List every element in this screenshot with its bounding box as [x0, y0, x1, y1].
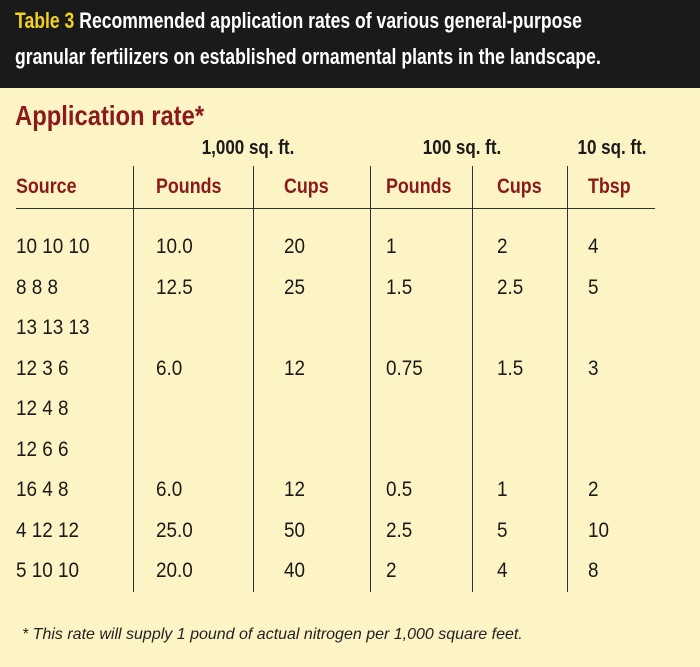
table-cell: 6.0	[156, 356, 183, 380]
table-cell: 3	[588, 356, 599, 380]
table-cell: 20	[284, 235, 306, 258]
table-cell: 1	[497, 478, 508, 501]
table-cell: 1.5	[497, 356, 524, 380]
table-cell: 25.0	[156, 518, 193, 542]
table-cell: 16 4 8	[16, 478, 69, 501]
column-divider	[370, 166, 371, 592]
column-divider	[472, 166, 473, 592]
table-cell: 40	[284, 559, 306, 582]
table-cell: 2	[588, 478, 599, 501]
table-cell: 10.0	[156, 235, 193, 258]
title-text: Recommended application rates of various…	[79, 8, 582, 33]
table-cell: 0.5	[386, 478, 413, 501]
table-cell: 10 10 10	[16, 235, 90, 258]
table-cell: 25	[284, 275, 306, 299]
table-cell: 12 6 6	[16, 437, 69, 461]
table-cell: 1.5	[386, 275, 413, 299]
table-cell: 10	[588, 518, 610, 542]
column-divider	[133, 166, 134, 592]
table-title: Application rate*	[15, 100, 205, 131]
column-divider	[253, 166, 254, 592]
table-cell: 6.0	[156, 478, 183, 501]
table-cell: 12 4 8	[16, 397, 69, 420]
table-cell: 4 12 12	[16, 518, 80, 542]
table-cell: 8 8 8	[16, 275, 59, 299]
table-cell: 12	[284, 356, 306, 380]
table-label: Table 3	[15, 8, 75, 33]
title-line: granular fertilizers on established orna…	[15, 44, 601, 69]
table-cell: 5	[497, 518, 508, 542]
group-header: 10 sq. ft.	[577, 137, 647, 159]
column-header: Pounds	[386, 175, 452, 198]
table-cell: 8	[588, 559, 599, 582]
rule	[16, 208, 655, 209]
table-cell: 0.75	[386, 356, 423, 380]
footnote: * This rate will supply 1 pound of actua…	[22, 626, 523, 643]
table-cell: 12	[284, 478, 306, 501]
table-cell: 12.5	[156, 275, 193, 299]
title-line: Table 3 Recommended application rates of…	[15, 8, 582, 34]
table-cell: 1	[386, 235, 397, 258]
column-header: Tbsp	[588, 175, 631, 198]
column-header: Cups	[497, 175, 542, 198]
table-cell: 50	[284, 518, 306, 542]
column-divider	[567, 166, 568, 592]
table-cell: 5 10 10	[16, 559, 80, 582]
header-bar: Table 3 Recommended application rates of…	[0, 0, 700, 88]
group-header: 1,000 sq. ft.	[201, 137, 295, 159]
table-cell: 5	[588, 275, 599, 299]
table-cell: 12 3 6	[16, 356, 69, 380]
table-cell: 2	[386, 559, 397, 582]
column-header: Pounds	[156, 175, 222, 198]
table-cell: 4	[588, 235, 599, 258]
table-cell: 2	[497, 235, 508, 258]
column-header: Cups	[284, 175, 329, 198]
table-cell: 2.5	[386, 518, 413, 542]
table-cell: 13 13 13	[16, 316, 90, 339]
table-cell: 4	[497, 559, 508, 582]
table-cell: 20.0	[156, 559, 193, 582]
table-cell: 2.5	[497, 275, 524, 299]
group-header: 100 sq. ft.	[422, 137, 502, 159]
column-header: Source	[16, 175, 77, 198]
